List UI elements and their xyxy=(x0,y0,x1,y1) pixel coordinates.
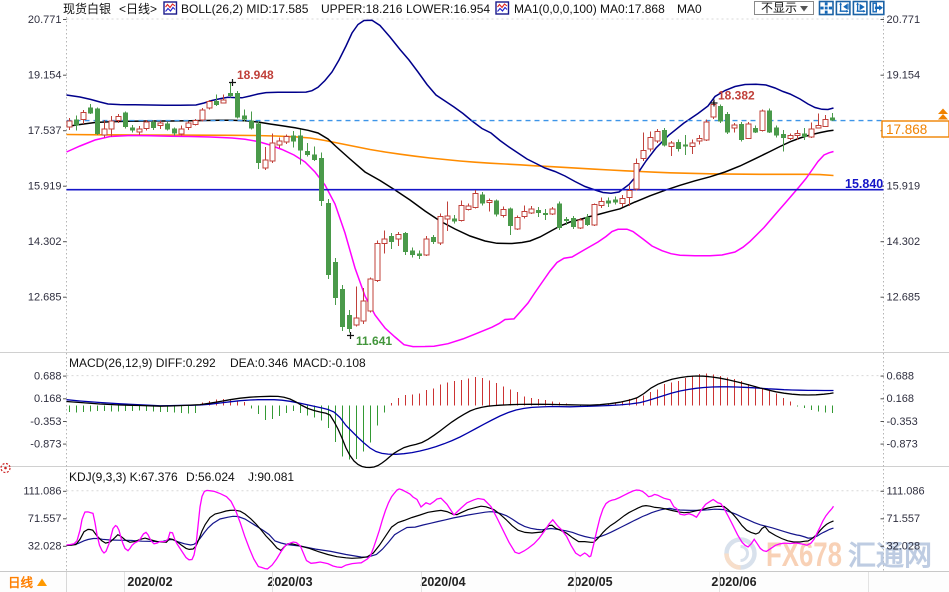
svg-text:D:56.024: D:56.024 xyxy=(186,470,235,484)
svg-text:19.154: 19.154 xyxy=(28,70,62,82)
svg-text:71.557: 71.557 xyxy=(887,513,921,525)
svg-text:15.919: 15.919 xyxy=(28,181,62,193)
svg-text:-0.353: -0.353 xyxy=(30,416,61,428)
svg-text:MACD:-0.108: MACD:-0.108 xyxy=(293,356,366,370)
svg-text:32.028: 32.028 xyxy=(887,541,921,553)
svg-text:17.868: 17.868 xyxy=(886,122,927,137)
svg-text:日线: 日线 xyxy=(8,575,34,590)
svg-text:J:90.081: J:90.081 xyxy=(248,470,294,484)
svg-text:UPPER:18.216: UPPER:18.216 xyxy=(321,2,403,16)
svg-text:LOWER:16.954: LOWER:16.954 xyxy=(406,2,490,16)
svg-text:12.685: 12.685 xyxy=(28,292,62,304)
svg-text:20.771: 20.771 xyxy=(887,14,921,26)
svg-text:0.688: 0.688 xyxy=(887,370,915,382)
svg-text:18.948: 18.948 xyxy=(237,68,274,82)
svg-text:15.919: 15.919 xyxy=(887,181,921,193)
svg-text:20.771: 20.771 xyxy=(28,14,62,26)
svg-text:2020/05: 2020/05 xyxy=(567,575,612,589)
svg-text:汇通网: 汇通网 xyxy=(848,540,932,571)
svg-text:MA0: MA0 xyxy=(677,2,702,16)
svg-text:2020/03: 2020/03 xyxy=(267,575,312,589)
svg-text:MACD(26,12,9) DIFF:0.292: MACD(26,12,9) DIFF:0.292 xyxy=(69,356,216,370)
svg-text:-0.353: -0.353 xyxy=(887,416,918,428)
svg-text:<日线>: <日线> xyxy=(119,2,157,16)
svg-text:11.641: 11.641 xyxy=(356,334,392,348)
svg-text:14.302: 14.302 xyxy=(887,236,921,248)
svg-text:2020/02: 2020/02 xyxy=(127,575,172,589)
svg-text:17.537: 17.537 xyxy=(28,125,62,137)
svg-text:14.302: 14.302 xyxy=(28,236,62,248)
svg-text:现货白银: 现货白银 xyxy=(63,1,111,16)
svg-text:0.168: 0.168 xyxy=(34,393,62,405)
svg-text:71.557: 71.557 xyxy=(28,513,62,525)
svg-text:DEA:0.346: DEA:0.346 xyxy=(230,356,288,370)
svg-text:不显示: 不显示 xyxy=(761,1,797,15)
svg-text:2020/04: 2020/04 xyxy=(420,575,465,589)
svg-text:KDJ(9,3,3) K:67.376: KDJ(9,3,3) K:67.376 xyxy=(69,470,178,484)
svg-text:MA1(0,0,0,100) MA0:17.868: MA1(0,0,0,100) MA0:17.868 xyxy=(514,2,665,16)
svg-text:15.840: 15.840 xyxy=(845,177,883,191)
svg-text:111.086: 111.086 xyxy=(23,486,61,498)
svg-text:19.154: 19.154 xyxy=(887,70,921,82)
svg-text:0.168: 0.168 xyxy=(887,393,915,405)
svg-text:18.382: 18.382 xyxy=(718,89,755,103)
svg-text:12.685: 12.685 xyxy=(887,292,921,304)
svg-text:BOLL(26,2) MID:17.585: BOLL(26,2) MID:17.585 xyxy=(181,2,309,16)
svg-text:FX678: FX678 xyxy=(766,536,842,574)
svg-text:-0.873: -0.873 xyxy=(30,438,61,450)
svg-text:32.028: 32.028 xyxy=(28,541,62,553)
svg-text:111.086: 111.086 xyxy=(887,486,925,498)
svg-text:0.688: 0.688 xyxy=(34,370,62,382)
svg-text:2020/06: 2020/06 xyxy=(711,575,756,589)
svg-text:-0.873: -0.873 xyxy=(887,438,918,450)
